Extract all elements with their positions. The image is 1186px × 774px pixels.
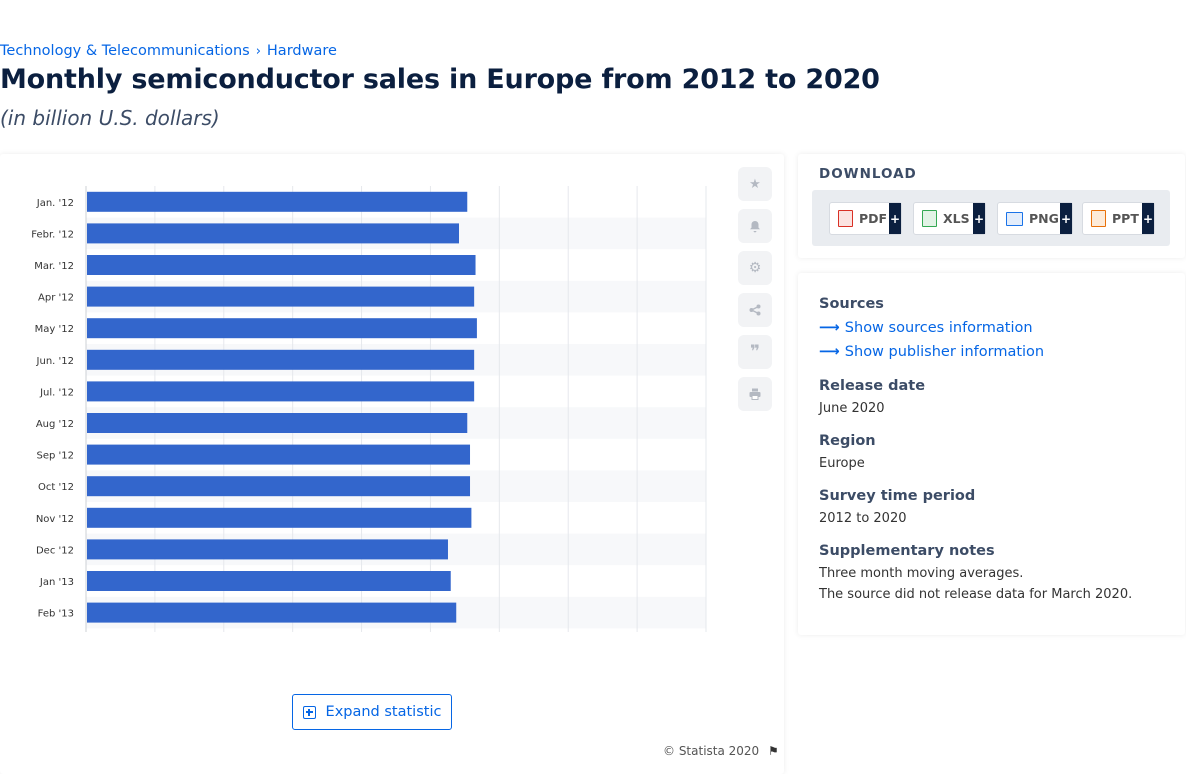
- download-ppt-button[interactable]: PPT +: [1082, 202, 1155, 235]
- print-icon: [749, 388, 761, 400]
- xls-file-icon: [922, 210, 937, 227]
- arrow-right-icon: ⟶: [819, 344, 840, 360]
- download-card: DOWNLOAD PDF + XLS + PNG + PPT +: [798, 154, 1185, 258]
- bar[interactable]: [87, 507, 472, 528]
- cite-button[interactable]: ❞: [738, 335, 772, 369]
- breadcrumb-item-technology[interactable]: Technology & Telecommunications: [0, 43, 250, 59]
- download-bar: PDF + XLS + PNG + PPT +: [812, 190, 1170, 246]
- survey-period-heading: Survey time period: [819, 488, 976, 504]
- chart-card: Jan. '12 Febr. '12 Mar. '12 Apr '12 May '12 J…: [0, 154, 784, 774]
- copyright: © Statista 2020 ⚑: [663, 744, 779, 758]
- plus-icon: +: [1060, 203, 1072, 234]
- pdf-file-icon: [838, 210, 853, 227]
- y-tick-label: Feb '13: [38, 609, 74, 620]
- y-tick-label: Jul. '12: [39, 387, 74, 398]
- page-subtitle: (in billion U.S. dollars): [0, 106, 220, 130]
- y-tick-label: Sep '12: [37, 451, 75, 462]
- bar[interactable]: [87, 413, 468, 433]
- bar-chart: Jan. '12 Febr. '12 Mar. '12 Apr '12 May '12 J…: [0, 186, 730, 674]
- survey-period-value: 2012 to 2020: [819, 511, 907, 526]
- bar[interactable]: [87, 223, 459, 244]
- release-date-heading: Release date: [819, 378, 926, 394]
- bar[interactable]: [87, 381, 475, 402]
- show-sources-label: Show sources information: [844, 320, 1033, 336]
- bar[interactable]: [87, 191, 468, 212]
- ppt-file-icon: [1091, 210, 1106, 227]
- y-tick-label: Dec '12: [36, 545, 74, 556]
- bell-icon: [750, 220, 760, 232]
- download-pdf-label: PDF: [859, 211, 888, 226]
- plus-icon: +: [1142, 203, 1154, 234]
- region-heading: Region: [819, 433, 876, 449]
- notification-button[interactable]: [738, 209, 772, 243]
- region-value: Europe: [819, 456, 865, 471]
- bar[interactable]: [87, 349, 475, 370]
- release-date-value: June 2020: [819, 401, 885, 416]
- chart-toolbar: ★ ⚙ ❞: [738, 167, 772, 419]
- arrow-right-icon: ⟶: [819, 320, 840, 336]
- expand-icon: [302, 705, 316, 719]
- flag-icon[interactable]: ⚑: [768, 744, 779, 758]
- info-card: Sources ⟶ Show sources information ⟶ Show …: [798, 273, 1185, 635]
- png-file-icon: [1006, 211, 1023, 226]
- show-publisher-link[interactable]: ⟶ Show publisher information: [819, 344, 1044, 360]
- bar[interactable]: [87, 602, 457, 623]
- bar[interactable]: [87, 539, 448, 560]
- bar[interactable]: [87, 476, 471, 497]
- expand-label: Expand statistic: [325, 704, 442, 720]
- print-button[interactable]: [738, 377, 772, 411]
- y-tick-label: Apr '12: [38, 293, 74, 304]
- y-tick-label: Jan. '12: [36, 198, 74, 209]
- y-tick-label: Aug '12: [36, 419, 74, 430]
- download-title: DOWNLOAD: [819, 166, 917, 182]
- share-icon: [749, 304, 761, 316]
- bar[interactable]: [87, 571, 451, 591]
- y-tick-label: Oct '12: [38, 482, 74, 493]
- y-tick-label: May '12: [35, 324, 74, 335]
- download-pdf-button[interactable]: PDF +: [829, 202, 902, 235]
- download-xls-label: XLS: [943, 211, 970, 226]
- show-publisher-label: Show publisher information: [844, 344, 1045, 360]
- y-tick-label: Mar. '12: [34, 261, 74, 272]
- settings-button[interactable]: ⚙: [738, 251, 772, 285]
- gear-icon: ⚙: [748, 260, 762, 276]
- page-title: Monthly semiconductor sales in Europe fr…: [0, 64, 880, 95]
- y-tick-label: Nov '12: [36, 514, 74, 525]
- download-xls-button[interactable]: XLS +: [913, 202, 986, 235]
- y-tick-label: Febr. '12: [31, 229, 74, 240]
- favorite-button[interactable]: ★: [738, 167, 772, 201]
- download-png-button[interactable]: PNG +: [997, 202, 1073, 235]
- breadcrumb: Technology & Telecommunications › Hardware: [0, 43, 337, 59]
- show-sources-link[interactable]: ⟶ Show sources information: [819, 320, 1033, 336]
- quote-icon: ❞: [750, 342, 760, 362]
- bar[interactable]: [87, 444, 471, 465]
- download-png-label: PNG: [1029, 211, 1059, 226]
- download-ppt-label: PPT: [1112, 211, 1139, 226]
- copyright-text[interactable]: © Statista 2020: [663, 744, 760, 758]
- plus-icon: +: [889, 203, 901, 234]
- supplementary-notes-heading: Supplementary notes: [819, 543, 995, 559]
- supplementary-note-2: The source did not release data for Marc…: [819, 587, 1133, 602]
- star-icon: ★: [749, 176, 761, 192]
- breadcrumb-item-hardware[interactable]: Hardware: [266, 43, 337, 59]
- chart-fade: [0, 632, 730, 674]
- bar[interactable]: [87, 318, 477, 339]
- bar[interactable]: [87, 286, 475, 307]
- y-tick-label: Jan '13: [39, 577, 74, 588]
- supplementary-note-1: Three month moving averages.: [819, 566, 1024, 581]
- bar[interactable]: [87, 255, 476, 275]
- sources-heading: Sources: [819, 296, 884, 312]
- plus-icon: +: [973, 203, 985, 234]
- breadcrumb-separator: ›: [255, 44, 261, 59]
- expand-statistic-button[interactable]: Expand statistic: [292, 694, 452, 730]
- share-button[interactable]: [738, 293, 772, 327]
- y-tick-label: Jun. '12: [36, 356, 74, 367]
